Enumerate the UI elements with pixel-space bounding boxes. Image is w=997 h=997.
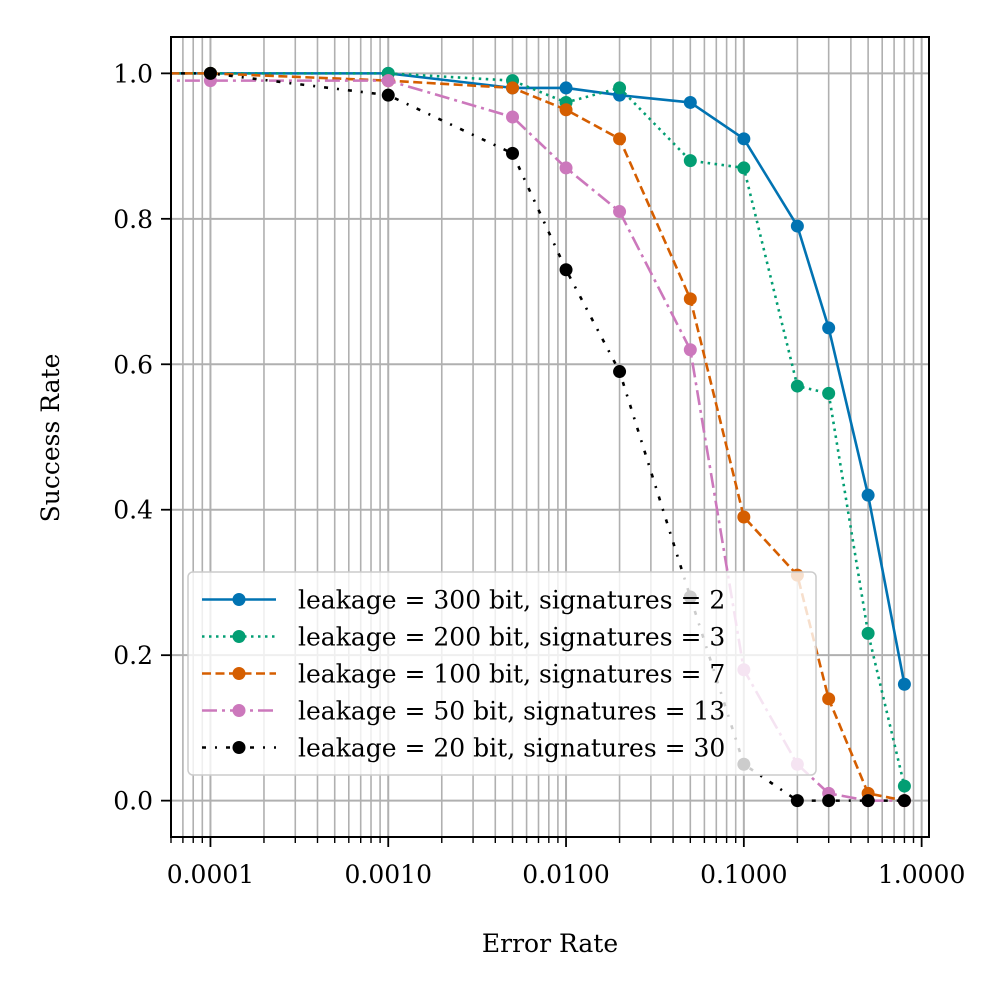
data-point bbox=[790, 379, 804, 393]
data-point bbox=[506, 81, 520, 95]
x-axis-label: Error Rate bbox=[482, 929, 618, 958]
legend-item: leakage = 20 bit, signatures = 30 bbox=[202, 734, 725, 763]
series-line bbox=[171, 72, 906, 787]
data-point bbox=[613, 205, 627, 219]
data-point bbox=[861, 794, 875, 808]
data-point bbox=[506, 146, 520, 160]
legend-item: leakage = 200 bit, signatures = 3 bbox=[202, 623, 725, 652]
y-tick-label: 0.2 bbox=[113, 641, 153, 670]
legend-label: leakage = 100 bit, signatures = 7 bbox=[298, 660, 725, 689]
data-point bbox=[822, 386, 836, 400]
data-point bbox=[897, 779, 911, 793]
data-point bbox=[613, 81, 627, 95]
data-point bbox=[790, 219, 804, 233]
ticks bbox=[161, 72, 923, 847]
data-point bbox=[613, 132, 627, 146]
data-point bbox=[381, 74, 395, 88]
data-point bbox=[506, 110, 520, 124]
data-point bbox=[897, 794, 911, 808]
data-point bbox=[559, 103, 573, 117]
data-point bbox=[861, 626, 875, 640]
legend-marker bbox=[232, 741, 246, 754]
x-tick-label: 0.0100 bbox=[522, 860, 609, 889]
data-point bbox=[683, 292, 697, 306]
data-point bbox=[737, 510, 751, 524]
y-tick-label: 0.4 bbox=[113, 496, 153, 525]
legend-marker bbox=[232, 630, 246, 643]
x-tick-label: 0.1000 bbox=[700, 860, 787, 889]
data-point bbox=[683, 95, 697, 109]
data-point bbox=[559, 81, 573, 95]
data-point bbox=[559, 161, 573, 175]
legend-marker bbox=[232, 667, 246, 680]
data-point bbox=[613, 365, 627, 379]
series-1 bbox=[171, 66, 911, 691]
data-point bbox=[822, 794, 836, 808]
x-tick-label: 0.0001 bbox=[167, 860, 254, 889]
data-point bbox=[897, 677, 911, 691]
series-line bbox=[171, 79, 905, 802]
legend-label: leakage = 50 bit, signatures = 13 bbox=[298, 697, 725, 726]
y-tick-label: 1.0 bbox=[113, 59, 153, 88]
data-point bbox=[861, 488, 875, 502]
legend-label: leakage = 300 bit, signatures = 2 bbox=[298, 586, 725, 615]
x-tick-label: 1.0000 bbox=[878, 860, 965, 889]
data-point bbox=[822, 692, 836, 706]
plot-frame bbox=[170, 36, 930, 838]
y-axis-label: Success Rate bbox=[36, 354, 65, 523]
legend-marker bbox=[232, 704, 246, 717]
data-point bbox=[790, 794, 804, 808]
legend-box bbox=[187, 571, 817, 776]
data-point bbox=[737, 161, 751, 175]
legend-item: leakage = 300 bit, signatures = 2 bbox=[202, 586, 725, 615]
data-point bbox=[559, 263, 573, 277]
data-point bbox=[203, 66, 217, 80]
x-tick-label: 0.0010 bbox=[345, 860, 432, 889]
y-tick-label: 0.6 bbox=[113, 350, 153, 379]
data-point bbox=[737, 132, 751, 146]
data-point bbox=[381, 88, 395, 102]
series-line bbox=[171, 72, 906, 685]
data-point bbox=[683, 154, 697, 168]
series-line bbox=[171, 72, 905, 802]
legend-label: leakage = 200 bit, signatures = 3 bbox=[298, 623, 725, 652]
legend-item: leakage = 50 bit, signatures = 13 bbox=[202, 697, 725, 726]
legend-marker bbox=[232, 593, 246, 606]
legend-item: leakage = 100 bit, signatures = 7 bbox=[202, 660, 725, 689]
y-tick-label: 0.0 bbox=[113, 787, 153, 816]
legend: leakage = 300 bit, signatures = 2 leakage… bbox=[187, 571, 817, 776]
data-point bbox=[683, 343, 697, 357]
legend-label: leakage = 20 bit, signatures = 30 bbox=[298, 734, 725, 763]
data-point bbox=[822, 321, 836, 335]
tick-labels: 0.0001 0.0010 0.0100 0.1000 1.0000 0.0 0.2 0.4 0… bbox=[113, 59, 965, 889]
y-tick-label: 0.8 bbox=[113, 205, 153, 234]
